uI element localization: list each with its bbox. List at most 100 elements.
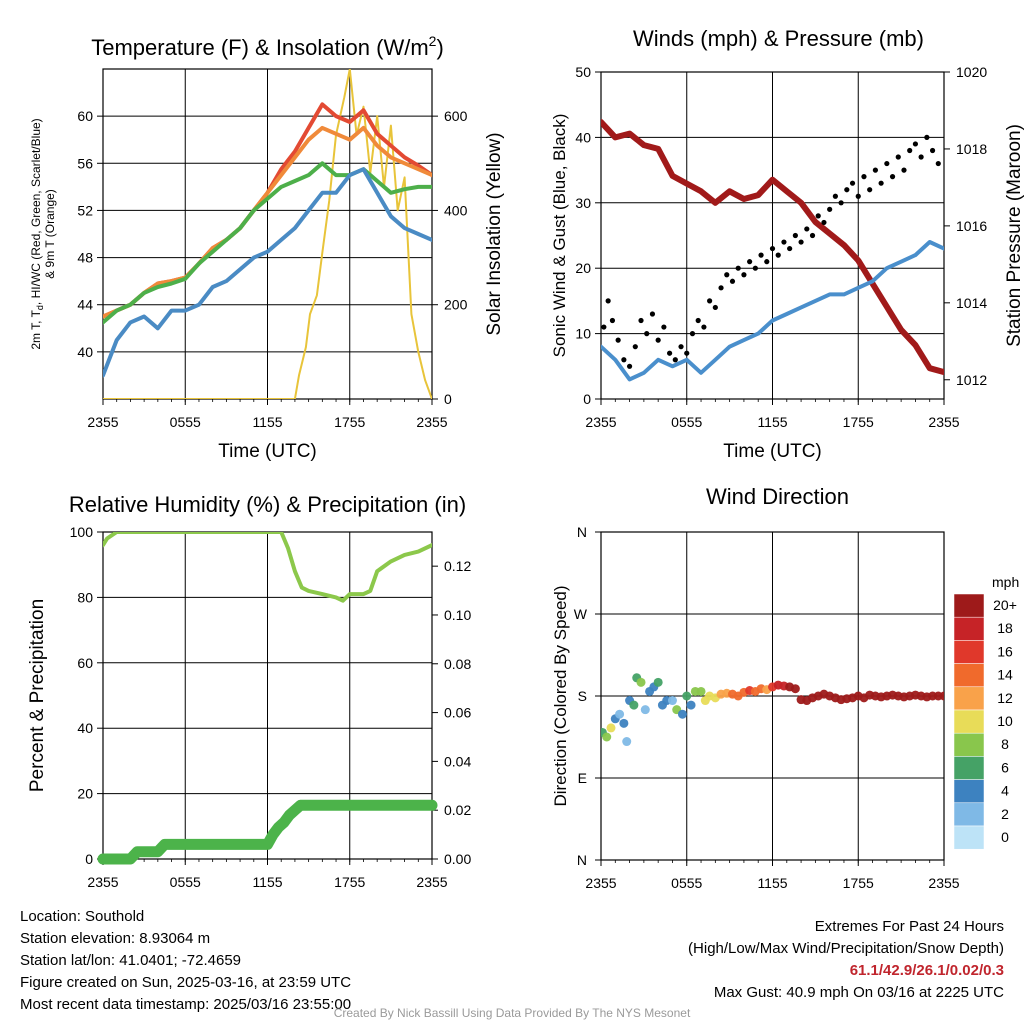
colorbar-label: 12	[997, 690, 1013, 706]
colorbar-swatch	[953, 756, 985, 780]
gust-point	[661, 324, 667, 330]
x-tick-label: 1755	[843, 414, 874, 430]
panel-4: 2355 0555 1155 1755 2355 N E S W N Wind Direction D…	[551, 484, 1019, 891]
extremes-panel: Extremes For Past 24 Hours (High/Low/Max…	[688, 916, 1004, 1004]
direction-point	[653, 677, 663, 687]
station-info: Location: Southold Station elevation: 8.…	[20, 906, 351, 1016]
gust-point	[867, 187, 873, 193]
direction-point	[619, 718, 629, 728]
colorbar-swatch	[953, 802, 985, 827]
gust-point	[605, 298, 611, 304]
gust-point	[792, 232, 798, 239]
colorbar-label: 20+	[993, 597, 1017, 613]
gust-point	[775, 252, 781, 258]
title-superscript: 2	[429, 33, 437, 49]
max-gust: Max Gust: 40.9 mph On 03/16 at 2225 UTC	[713, 984, 1004, 1001]
y-tick-label: N	[577, 524, 587, 540]
gust-point	[815, 213, 821, 219]
gust-point	[769, 245, 776, 252]
direction-point	[622, 737, 632, 747]
colorbar-swatch	[953, 779, 985, 804]
x-tick-label: 1755	[334, 414, 365, 430]
y2-tick-label: 0.04	[444, 753, 471, 769]
gust-point	[672, 357, 678, 363]
gust-point	[609, 317, 616, 324]
x-tick-label: 0555	[671, 875, 702, 891]
extremes-title: Extremes For Past 24 Hours	[814, 918, 1004, 935]
x-axis-label: Time (UTC)	[218, 441, 317, 462]
x-tick-label: 2355	[416, 414, 447, 430]
gust-point	[707, 298, 713, 304]
y-tick-label: 48	[77, 250, 93, 266]
gust-point	[718, 285, 724, 291]
gust-point	[638, 317, 644, 324]
colorbar-label: 4	[1001, 783, 1009, 799]
y2-tick-label: 0.00	[444, 851, 471, 867]
colorbar-swatch	[953, 825, 985, 850]
x-tick-label: 2355	[416, 874, 447, 890]
y2-tick-label: 1020	[956, 64, 987, 80]
y2-tick-label: 0.12	[444, 558, 471, 574]
gust-point	[878, 180, 884, 186]
y2-axis-label: Station Pressure (Maroon)	[1004, 124, 1024, 347]
colorbar-title: mph	[992, 574, 1019, 590]
chart-title: Winds (mph) & Pressure (mb)	[633, 26, 924, 51]
gust-point	[924, 134, 930, 140]
gust-point	[809, 232, 816, 239]
x-tick-label: 2355	[928, 875, 959, 891]
y2-tick-label: 1018	[956, 141, 987, 157]
gust-point	[764, 259, 770, 265]
series-group	[103, 532, 432, 603]
direction-point	[606, 723, 616, 733]
panel-3: 2355 0555 1155 1755 2355 0 20 40 60 80 100 0.00 0.02…	[27, 492, 471, 890]
gust-point	[827, 206, 833, 212]
station-elevation: Station elevation: 8.93064 m	[20, 930, 211, 947]
gust-point	[838, 200, 844, 206]
direction-point	[629, 700, 639, 710]
colorbar-swatch	[953, 616, 985, 641]
x-tick-label: 0555	[671, 414, 702, 430]
gust-point	[855, 193, 861, 199]
direction-point	[602, 732, 612, 742]
y2-tick-label: 1016	[956, 218, 987, 234]
y-tick-label: 20	[77, 786, 93, 802]
y-label-part: 2m T, T	[29, 309, 43, 349]
series-line	[103, 167, 432, 378]
gust-point	[935, 160, 941, 167]
x-tick-label: 1755	[334, 874, 365, 890]
gust-point	[804, 226, 810, 232]
gust-point	[615, 337, 621, 343]
gust-point	[901, 167, 907, 173]
gust-point	[678, 344, 684, 350]
gust-point	[844, 187, 850, 193]
y2-tick-label: 0.08	[444, 656, 471, 672]
station-latlon: Station lat/lon: 41.0401; -72.4659	[20, 952, 242, 969]
colorbar-label: 14	[997, 667, 1013, 683]
gust-point	[889, 174, 896, 180]
x-tick-label: 2355	[87, 874, 118, 890]
y-tick-label: 30	[575, 195, 591, 211]
gust-point	[872, 167, 879, 173]
x-tick-label: 2355	[585, 414, 616, 430]
series-line	[97, 799, 438, 865]
colorbar-swatch	[953, 663, 985, 688]
x-tick-label: 1755	[843, 875, 874, 891]
y-axis-label: Percent & Precipitation	[27, 599, 48, 792]
series-group	[103, 69, 432, 399]
y-tick-label: 100	[70, 524, 94, 540]
x-tick-label: 2355	[87, 414, 118, 430]
gust-point	[787, 245, 793, 252]
series-line	[103, 125, 432, 319]
y-label-part: , HI/WC (Red, Green, Scarlet/Blue)	[29, 118, 43, 305]
y-tick-label: 56	[77, 155, 93, 171]
colorbar-swatch	[953, 709, 985, 734]
gust-point	[907, 147, 913, 154]
gust-point	[758, 252, 764, 258]
title-text: Temperature (F) & Insolation (W/m	[91, 35, 428, 60]
x-tick-label: 0555	[170, 414, 201, 430]
y-axis-label: 2m T, Td, HI/WC (Red, Green, Scarlet/Blu…	[29, 118, 45, 349]
gust-point	[884, 160, 890, 167]
chart-title: Wind Direction	[706, 484, 849, 509]
y-tick-label: 80	[77, 589, 93, 605]
